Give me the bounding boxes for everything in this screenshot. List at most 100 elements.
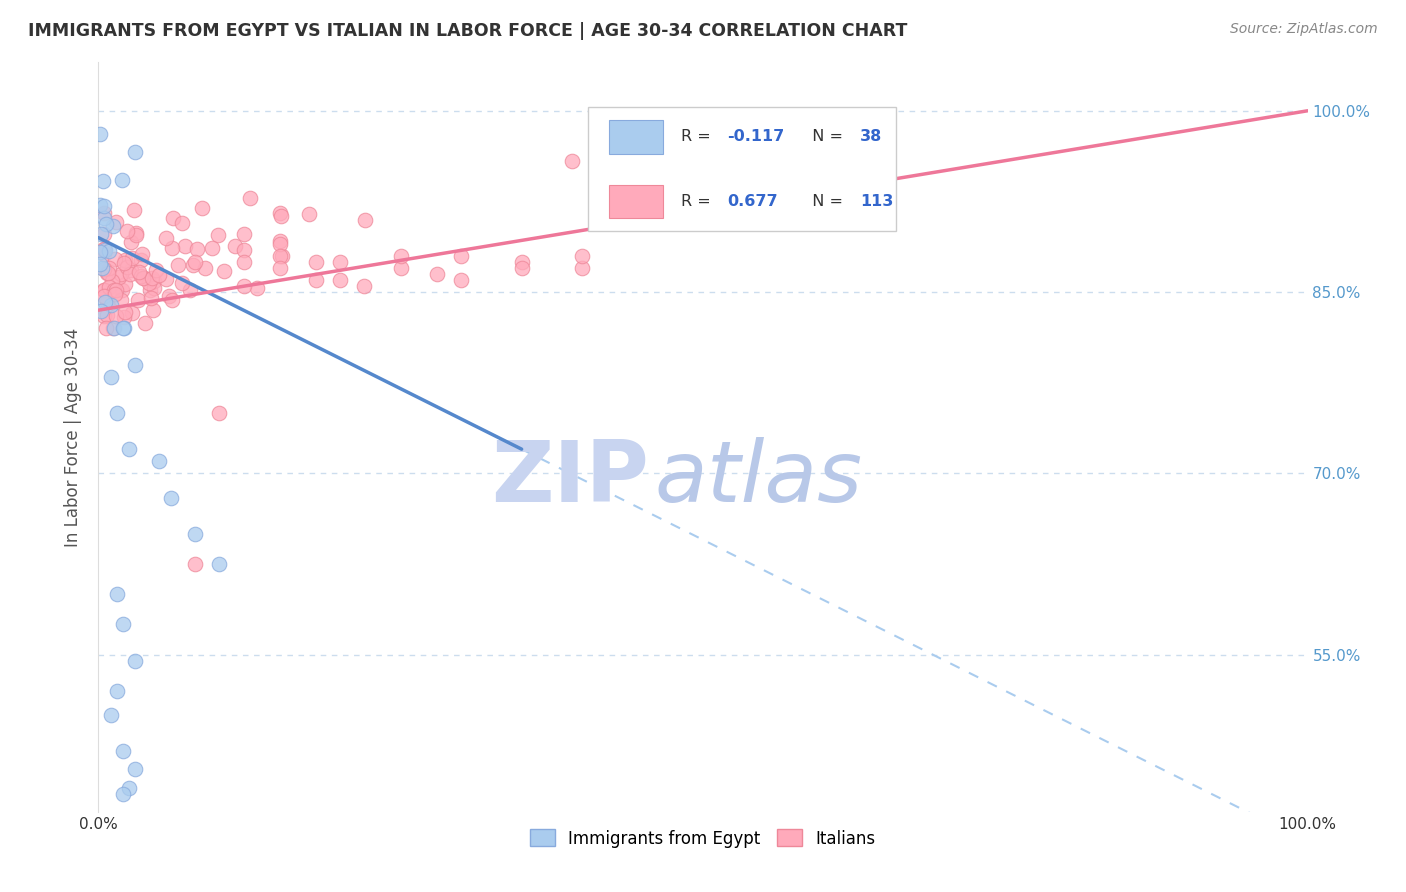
Point	[110, 267, 132, 281]
Point	[93, 289, 115, 303]
Text: N =: N =	[803, 129, 848, 145]
Point	[120, 263, 142, 277]
Point	[104, 252, 127, 266]
Point	[329, 255, 352, 269]
Point	[184, 557, 207, 571]
Point	[124, 358, 146, 372]
Point	[111, 744, 134, 758]
Point	[93, 283, 115, 297]
Point	[93, 227, 115, 241]
Point	[89, 244, 111, 259]
Point	[96, 295, 118, 310]
Point	[93, 206, 115, 220]
Point	[129, 269, 152, 284]
Point	[184, 255, 207, 269]
Point	[201, 241, 224, 255]
Point	[89, 198, 111, 212]
Point	[117, 260, 139, 275]
Text: 113: 113	[860, 194, 894, 209]
Point	[298, 207, 321, 221]
Point	[125, 226, 148, 240]
Point	[97, 266, 120, 280]
Point	[181, 258, 204, 272]
Point	[214, 264, 236, 278]
Point	[96, 308, 118, 322]
Point	[389, 249, 412, 263]
Point	[105, 309, 128, 323]
Point	[142, 303, 165, 318]
Point	[118, 267, 141, 281]
Point	[111, 617, 134, 632]
Point	[389, 260, 412, 275]
Point	[94, 217, 117, 231]
Point	[269, 236, 291, 251]
Point	[93, 261, 115, 276]
Point	[125, 228, 148, 243]
Text: R =: R =	[682, 129, 716, 145]
Point	[94, 294, 117, 309]
Point	[162, 241, 184, 255]
Text: IMMIGRANTS FROM EGYPT VS ITALIAN IN LABOR FORCE | AGE 30-34 CORRELATION CHART: IMMIGRANTS FROM EGYPT VS ITALIAN IN LABO…	[28, 22, 907, 40]
Point	[104, 287, 127, 301]
Point	[184, 526, 207, 541]
Point	[208, 406, 231, 420]
Point	[105, 684, 128, 698]
Point	[246, 280, 269, 294]
Point	[139, 291, 162, 305]
Point	[354, 213, 377, 227]
Point	[90, 227, 112, 241]
Y-axis label: In Labor Force | Age 30-34: In Labor Force | Age 30-34	[65, 327, 83, 547]
Point	[160, 293, 183, 307]
Point	[111, 283, 134, 297]
Point	[224, 239, 246, 253]
Point	[329, 273, 352, 287]
Point	[101, 219, 124, 233]
Point	[269, 206, 291, 220]
Point	[139, 283, 162, 297]
Point	[104, 215, 127, 229]
Point	[167, 259, 190, 273]
Bar	[609, 185, 664, 219]
Text: 38: 38	[860, 129, 883, 145]
Point	[112, 321, 135, 335]
Point	[100, 708, 122, 723]
Point	[90, 260, 112, 275]
Point	[114, 305, 136, 319]
Point	[108, 270, 131, 285]
Point	[112, 256, 135, 270]
Point	[143, 281, 166, 295]
FancyBboxPatch shape	[588, 107, 897, 231]
Point	[571, 260, 593, 275]
Point	[127, 293, 149, 308]
Point	[510, 255, 533, 269]
Point	[561, 153, 583, 168]
Text: atlas: atlas	[655, 437, 863, 520]
Text: ZIP: ZIP	[491, 437, 648, 520]
Point	[239, 191, 262, 205]
Point	[132, 271, 155, 285]
Text: 0.677: 0.677	[727, 194, 778, 209]
Point	[173, 238, 195, 252]
Point	[131, 247, 153, 261]
Point	[207, 228, 229, 243]
Point	[232, 243, 254, 257]
Point	[270, 209, 292, 223]
Point	[114, 277, 136, 291]
Point	[269, 234, 291, 248]
Point	[100, 274, 122, 288]
Point	[89, 127, 111, 141]
Point	[132, 271, 155, 285]
Point	[141, 270, 163, 285]
Point	[111, 787, 134, 801]
Text: -0.117: -0.117	[727, 129, 785, 145]
Point	[105, 406, 128, 420]
Point	[145, 263, 167, 277]
Point	[120, 235, 142, 249]
Point	[118, 442, 141, 457]
Point	[101, 321, 124, 335]
Point	[103, 283, 125, 297]
Point	[93, 211, 115, 226]
Point	[179, 283, 201, 297]
Point	[110, 293, 132, 308]
Point	[160, 491, 183, 505]
